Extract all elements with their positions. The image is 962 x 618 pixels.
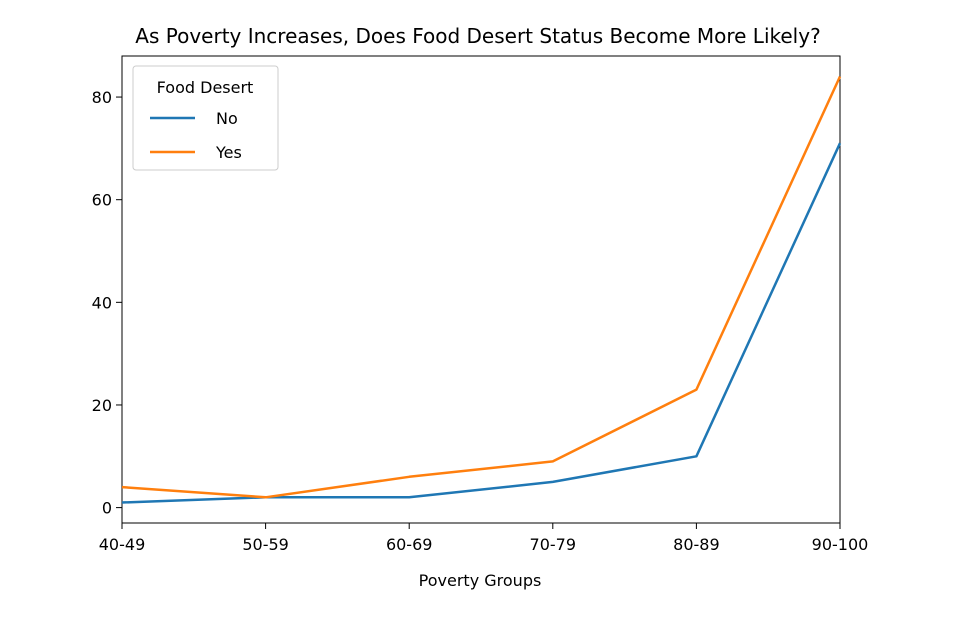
- x-tick-label: 70-79: [530, 535, 577, 554]
- legend-items: No Yes: [150, 109, 242, 162]
- y-tick-label: 0: [102, 499, 112, 518]
- series-layer: [121, 75, 842, 504]
- legend-title: Food Desert: [157, 78, 254, 97]
- chart-title: As Poverty Increases, Does Food Desert S…: [135, 24, 820, 48]
- x-axis: 40-49 50-59 60-69 70-79 80-89 90-100: [99, 523, 869, 554]
- x-tick-label: 40-49: [99, 535, 146, 554]
- plot-frame: [121, 55, 841, 524]
- legend: Food Desert No Yes: [132, 65, 279, 171]
- y-tick-label: 20: [92, 396, 112, 415]
- x-tick-label: 60-69: [386, 535, 433, 554]
- legend-label-yes: Yes: [215, 143, 242, 162]
- legend-label-no: No: [216, 109, 238, 128]
- series-line-yes: [121, 75, 842, 499]
- legend-frame: [132, 65, 279, 171]
- series-line-no: [121, 142, 842, 504]
- x-tick-label: 90-100: [812, 535, 869, 554]
- y-tick-label: 80: [92, 88, 112, 107]
- plot-area: [121, 55, 841, 524]
- x-tick-label: 50-59: [242, 535, 289, 554]
- y-tick-label: 60: [92, 191, 112, 210]
- x-axis-label: Poverty Groups: [419, 571, 542, 590]
- y-tick-label: 40: [92, 293, 112, 312]
- x-tick-label: 80-89: [673, 535, 720, 554]
- y-axis: 0 20 40 60 80: [92, 88, 122, 518]
